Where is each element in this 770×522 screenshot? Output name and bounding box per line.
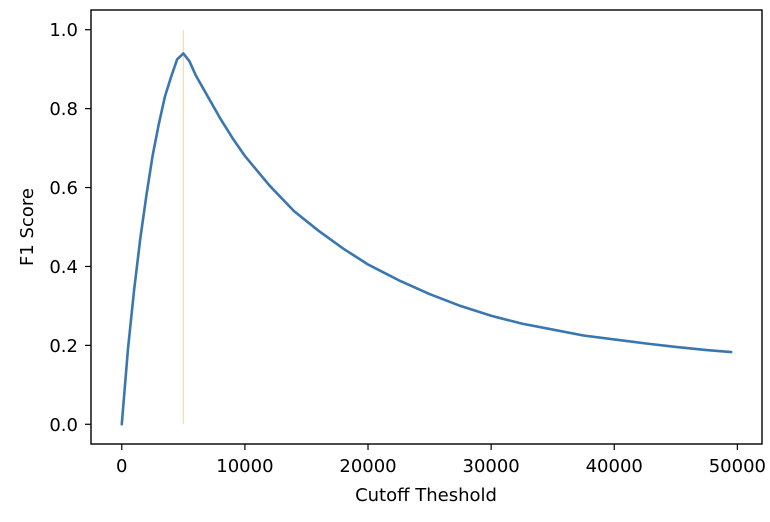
y-tick-label: 0.0 <box>49 415 78 436</box>
x-tick-label: 0 <box>116 456 127 477</box>
x-axis-label: Cutoff Theshold <box>355 485 497 506</box>
axes-frame <box>90 9 763 445</box>
x-tick-label: 30000 <box>463 456 520 477</box>
y-tick-label: 0.2 <box>49 336 78 357</box>
y-tick-label: 0.6 <box>49 178 78 199</box>
y-axis: 0.0 0.2 0.4 0.6 0.8 1.0 <box>49 20 91 436</box>
y-axis-label: F1 Score <box>17 188 38 266</box>
x-tick-label: 10000 <box>216 456 273 477</box>
x-tick-label: 20000 <box>339 456 396 477</box>
x-tick-label: 50000 <box>709 456 766 477</box>
y-tick-label: 1.0 <box>49 20 78 41</box>
x-axis: 0 10000 20000 30000 40000 50000 <box>116 444 766 477</box>
y-tick-label: 0.4 <box>49 257 78 278</box>
x-tick-label: 40000 <box>586 456 643 477</box>
plot-area <box>120 29 733 426</box>
f1-score-series-line <box>120 52 733 426</box>
y-tick-label: 0.8 <box>49 99 78 120</box>
